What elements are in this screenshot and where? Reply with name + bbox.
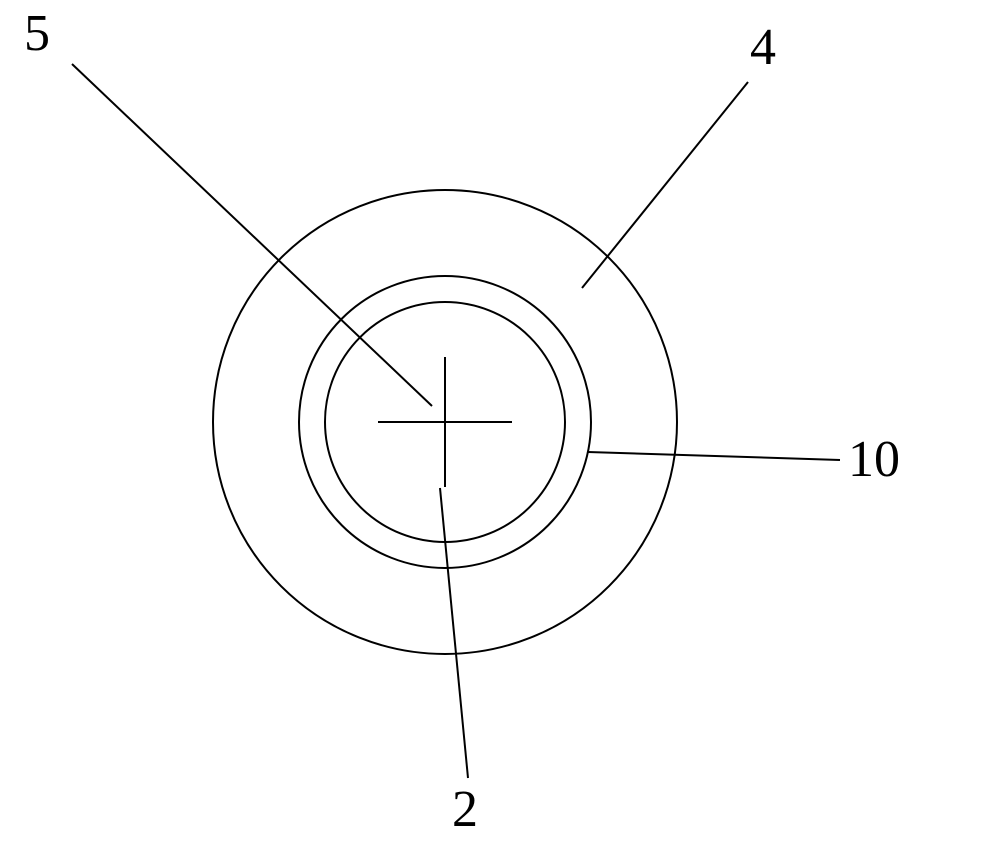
callout-label-5: 5	[24, 4, 50, 63]
technical-diagram-svg	[0, 0, 1000, 845]
leader-line-5	[72, 64, 432, 406]
leader-line-2	[440, 488, 468, 778]
leader-line-4	[582, 82, 748, 288]
callout-label-2: 2	[452, 780, 478, 839]
callout-label-4: 4	[750, 18, 776, 77]
diagram-container: 5 4 10 2	[0, 0, 1000, 845]
leader-line-10	[588, 452, 840, 460]
callout-label-10: 10	[848, 430, 900, 489]
